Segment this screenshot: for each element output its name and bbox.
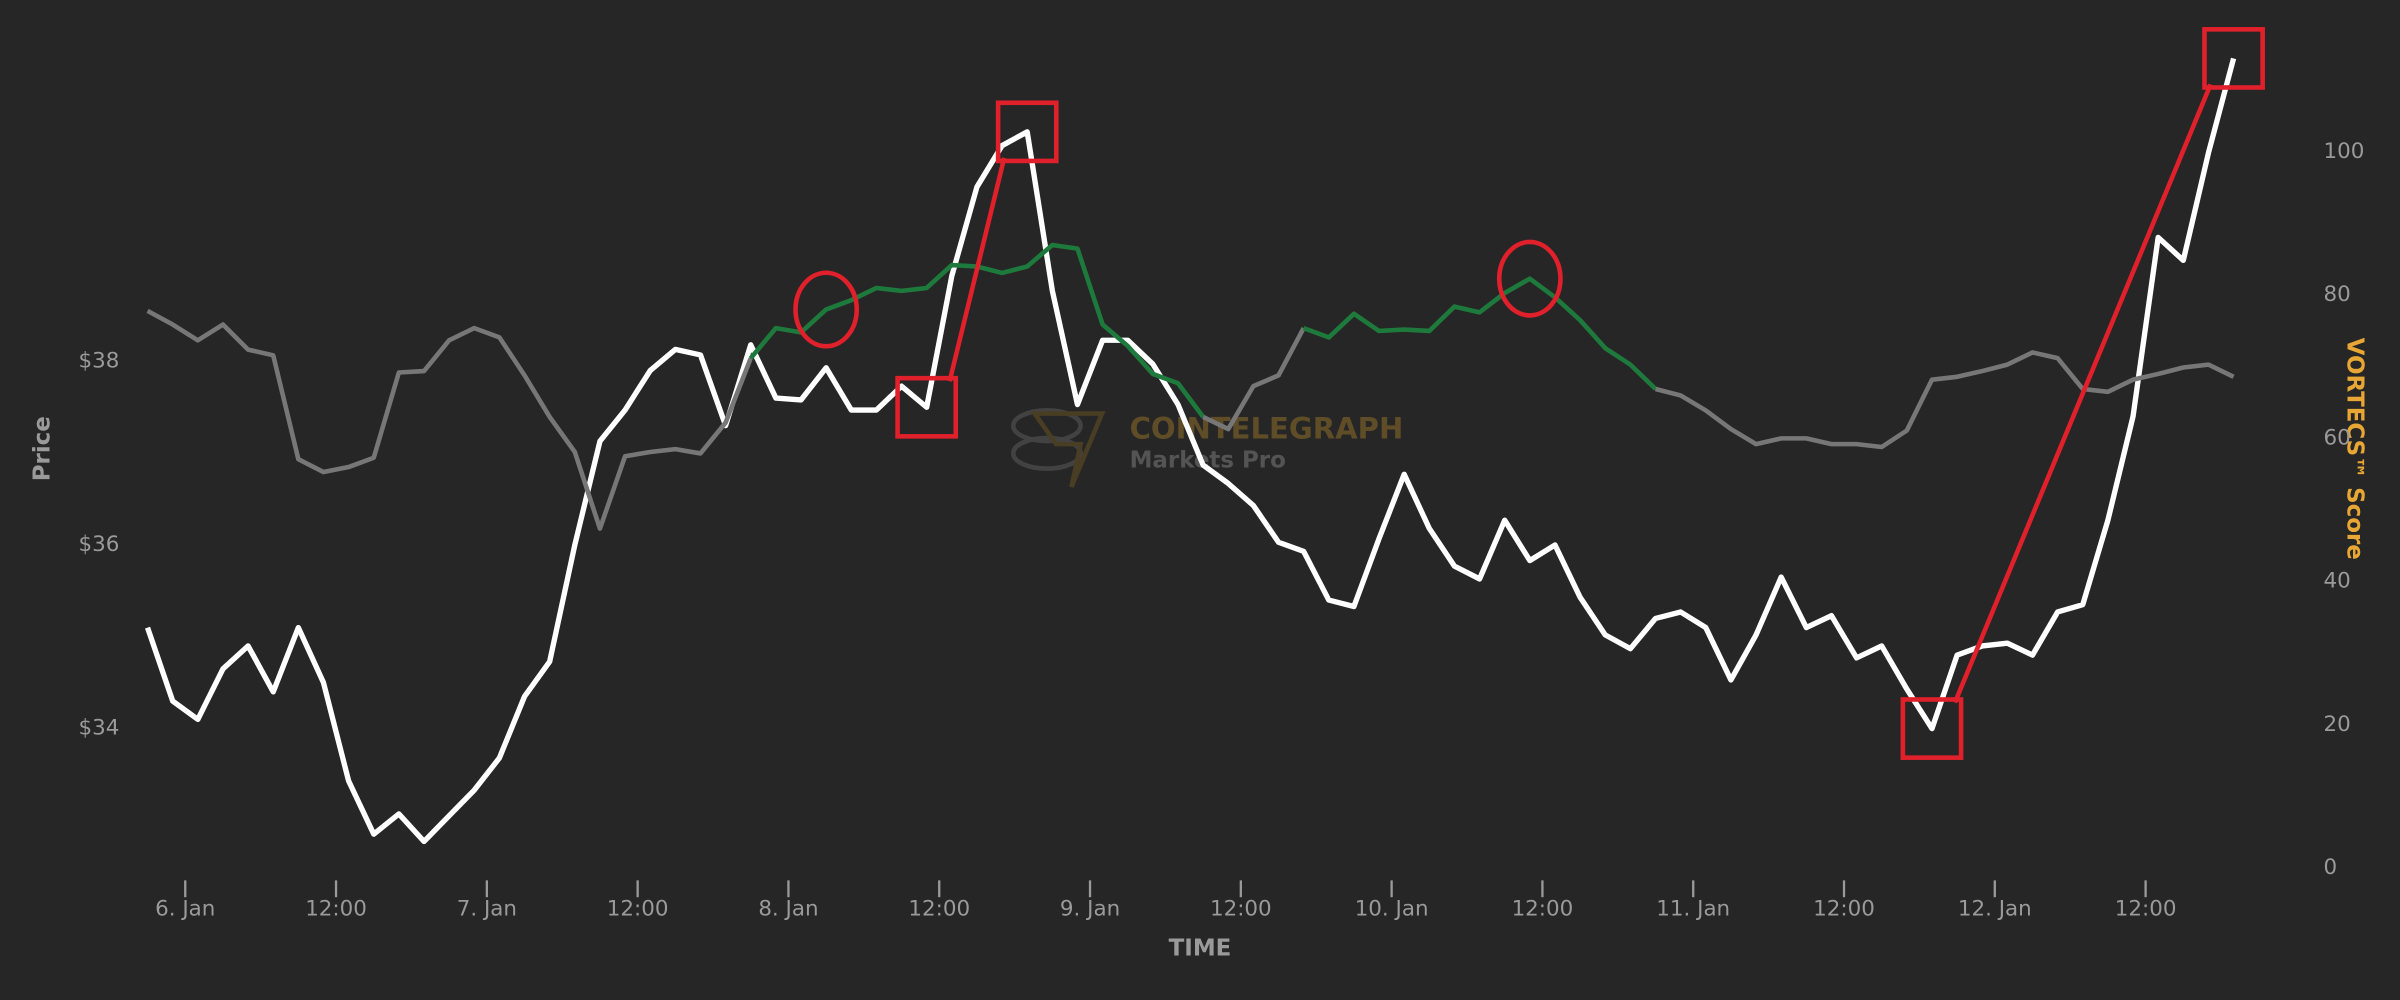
y2-tick-label: 40 [2323, 569, 2350, 594]
y-axis-title: Price [29, 416, 55, 481]
y2-axis-title: VORTECS™ Score [2342, 338, 2368, 560]
x-tick-label: 7. Jan [457, 896, 517, 921]
annotation-line [1952, 83, 2213, 704]
annotation-box [995, 100, 1059, 164]
annotation-circle [793, 270, 860, 349]
annotation-box [2202, 27, 2265, 90]
annotation-circle [1496, 239, 1563, 318]
annotation-box [895, 375, 959, 439]
series-line [145, 57, 2237, 845]
y2-tick-label: 60 [2323, 425, 2350, 450]
x-tick-label: 11. Jan [1656, 896, 1730, 921]
series-line [1302, 276, 1658, 391]
x-tick-label: 8. Jan [758, 896, 818, 921]
y-tick-label: $36 [79, 532, 120, 557]
x-tick-label: 12:00 [1512, 896, 1574, 921]
y2-tick-label: 0 [2323, 855, 2337, 880]
x-tick-label: 12:00 [2115, 896, 2177, 921]
x-tick-label: 12. Jan [1958, 896, 2032, 921]
x-tick-label: 12:00 [607, 896, 669, 921]
x-tick-label: 9. Jan [1060, 896, 1120, 921]
y2-tick-label: 100 [2323, 139, 2364, 164]
x-tick-label: 10. Jan [1355, 896, 1429, 921]
watermark-title: COINTELEGRAPH [1130, 411, 1404, 445]
y-tick-label: $38 [79, 348, 120, 373]
watermark-logo [1010, 435, 1083, 471]
x-tick-label: 12:00 [908, 896, 970, 921]
y2-tick-label: 80 [2323, 282, 2350, 307]
x-tick-label: 12:00 [305, 896, 367, 921]
annotation-box [1900, 697, 1964, 760]
watermark-logo [1030, 411, 1106, 488]
y2-tick-label: 20 [2323, 712, 2350, 737]
series-line [146, 308, 753, 531]
annotation-line [947, 157, 1007, 382]
watermark: COINTELEGRAPH Markets Pro [1010, 408, 1404, 488]
series-line [1654, 350, 2235, 450]
x-axis-title: TIME [1169, 936, 1232, 962]
watermark-logo [1010, 408, 1083, 444]
x-tick-label: 12:00 [1813, 896, 1875, 921]
y-tick-label: $34 [79, 716, 120, 741]
x-tick-label: 6. Jan [155, 896, 215, 921]
x-tick-label: 12:00 [1210, 896, 1272, 921]
series-line [1202, 327, 1306, 432]
